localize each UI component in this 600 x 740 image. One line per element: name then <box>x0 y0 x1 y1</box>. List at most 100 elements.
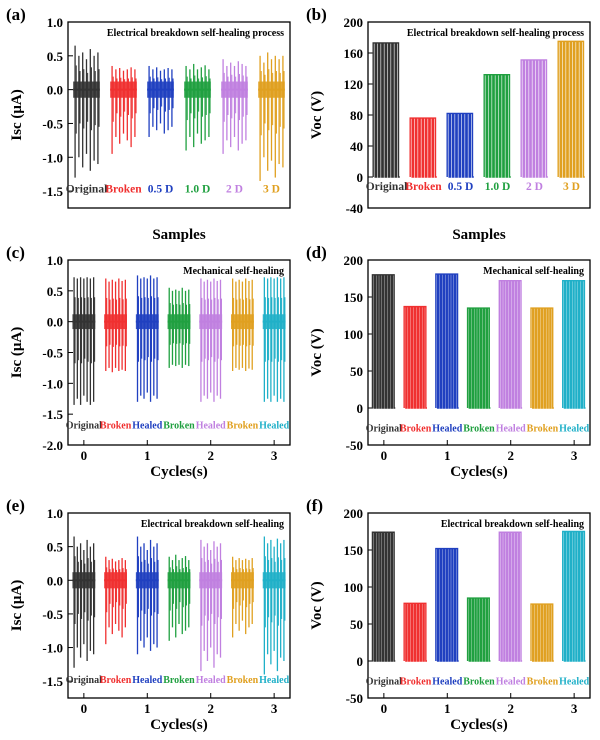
panel-label: (e) <box>6 496 25 515</box>
x-tick-label: 1 <box>444 701 451 716</box>
series-3: 1.0 D <box>184 63 211 196</box>
y-axis-label: Isc (μA) <box>9 580 25 631</box>
series-label: Broken <box>163 675 195 686</box>
x-tick-label: 2 <box>207 448 214 463</box>
y-tick-label: 120 <box>344 77 364 92</box>
panel-a: (a) Electrical breakdown self-healing pro… <box>6 5 291 243</box>
voltage-pulses <box>520 59 548 178</box>
series-2: Healed <box>432 273 463 435</box>
series-label: Original <box>66 675 102 686</box>
series-1: Broken <box>400 602 432 688</box>
y-tick-label: 0 <box>357 654 364 669</box>
series-6: Healed <box>259 277 290 431</box>
x-tick-label: 2 <box>207 701 214 716</box>
y-tick-label: -0.5 <box>42 346 63 361</box>
series-label: Broken <box>227 675 259 686</box>
y-tick-label: -1.5 <box>42 184 63 199</box>
series-6: Healed <box>559 530 590 688</box>
series-4: Healed <box>496 531 526 688</box>
panel-label: (f) <box>306 496 323 515</box>
x-tick-label: 3 <box>271 701 278 716</box>
series-label: Healed <box>132 420 162 431</box>
chart-title: Mechanical self-healing <box>483 266 584 277</box>
series-0: Original <box>66 45 108 196</box>
y-tick-label: 0 <box>357 170 364 185</box>
y-tick-label: 100 <box>344 580 364 595</box>
y-tick-label: 1.0 <box>47 253 63 268</box>
y-tick-label: -1.5 <box>42 407 63 422</box>
voltage-pulses <box>562 280 586 409</box>
y-axis-label: Voc (V) <box>309 328 325 376</box>
series-label: Original <box>66 420 102 431</box>
y-tick-label: 50 <box>350 617 363 632</box>
chart-title: Electrical breakdown self-healing proces… <box>407 28 584 39</box>
panel-b: (b) Electrical breakdown self-healing pro… <box>306 5 591 243</box>
series-label: 3 D <box>563 181 580 193</box>
series-2: 0.5 D <box>446 112 474 193</box>
series-label: 2 D <box>226 184 243 196</box>
series-label: Original <box>366 424 402 435</box>
series-label: Healed <box>196 420 226 431</box>
series-4: 2 D <box>520 59 548 193</box>
series-label: Original <box>366 181 408 193</box>
series-5: Broken <box>527 307 559 435</box>
y-tick-label: -1.0 <box>42 150 63 165</box>
voltage-pulses <box>530 307 554 409</box>
panel-d: (d) Mechanical self-healing 200 150 100 50 0 -5… <box>306 243 591 480</box>
y-tick-label: -2.0 <box>42 438 63 453</box>
x-tick-label: 0 <box>81 448 88 463</box>
chart-title: Electrical breakdown self-healing proces… <box>107 28 284 39</box>
series-label: Original <box>66 184 108 196</box>
y-tick-label: -0.5 <box>42 607 63 622</box>
x-axis-label: Cycles(s) <box>150 464 207 480</box>
x-axis-label: Cycles(s) <box>450 464 507 480</box>
y-tick-label: -1.5 <box>42 674 63 689</box>
y-tick-label: 0.5 <box>47 49 64 64</box>
series-label: Healed <box>132 675 162 686</box>
y-tick-label: -0.5 <box>42 116 63 131</box>
series-4: Healed <box>196 539 226 686</box>
y-tick-label: -50 <box>346 691 363 706</box>
y-tick-label: 150 <box>344 290 364 305</box>
series-2: Healed <box>432 547 463 688</box>
series-label: Broken <box>400 677 432 688</box>
x-axis-label: Cycles(s) <box>150 717 207 733</box>
voltage-pulses <box>435 273 459 409</box>
series-0: Original <box>66 536 102 686</box>
series-4: 2 D <box>221 59 248 196</box>
series-label: Healed <box>559 677 589 688</box>
series-3: Broken <box>463 307 495 435</box>
series-2: Healed <box>132 536 163 686</box>
series-1: Broken <box>105 65 142 196</box>
x-tick-label: 0 <box>81 701 88 716</box>
x-tick-label: 0 <box>381 448 388 463</box>
chart-title: Mechanical self-healing <box>183 266 284 277</box>
voltage-pulses <box>371 274 396 409</box>
series-4: Healed <box>496 280 526 435</box>
voltage-pulses <box>466 307 491 409</box>
panel-label: (d) <box>306 243 327 262</box>
series-1: Broken <box>405 117 442 193</box>
x-tick-label: 3 <box>271 448 278 463</box>
y-tick-label: 0.0 <box>47 573 63 588</box>
series-label: 0.5 D <box>148 184 174 196</box>
series-1: Broken <box>100 556 132 686</box>
y-tick-label: 100 <box>344 327 364 342</box>
series-3: Broken <box>463 597 495 688</box>
voltage-pulses <box>372 42 400 178</box>
series-label: Healed <box>259 675 289 686</box>
voltage-pulses <box>562 530 586 662</box>
y-tick-label: 0.0 <box>47 315 63 330</box>
x-tick-label: 2 <box>507 448 514 463</box>
y-tick-label: 1.0 <box>47 15 63 30</box>
y-tick-label: 1.0 <box>47 506 63 521</box>
y-tick-label: -1.0 <box>42 376 63 391</box>
chart-title: Electrical breakdown self-healing <box>441 519 584 530</box>
series-label: Healed <box>196 675 226 686</box>
y-tick-label: 0.5 <box>47 284 64 299</box>
y-tick-label: -1.0 <box>42 641 63 656</box>
series-2: Healed <box>132 275 163 431</box>
x-axis-label: Cycles(s) <box>450 717 507 733</box>
series-label: Broken <box>527 677 559 688</box>
series-label: Broken <box>405 181 442 193</box>
